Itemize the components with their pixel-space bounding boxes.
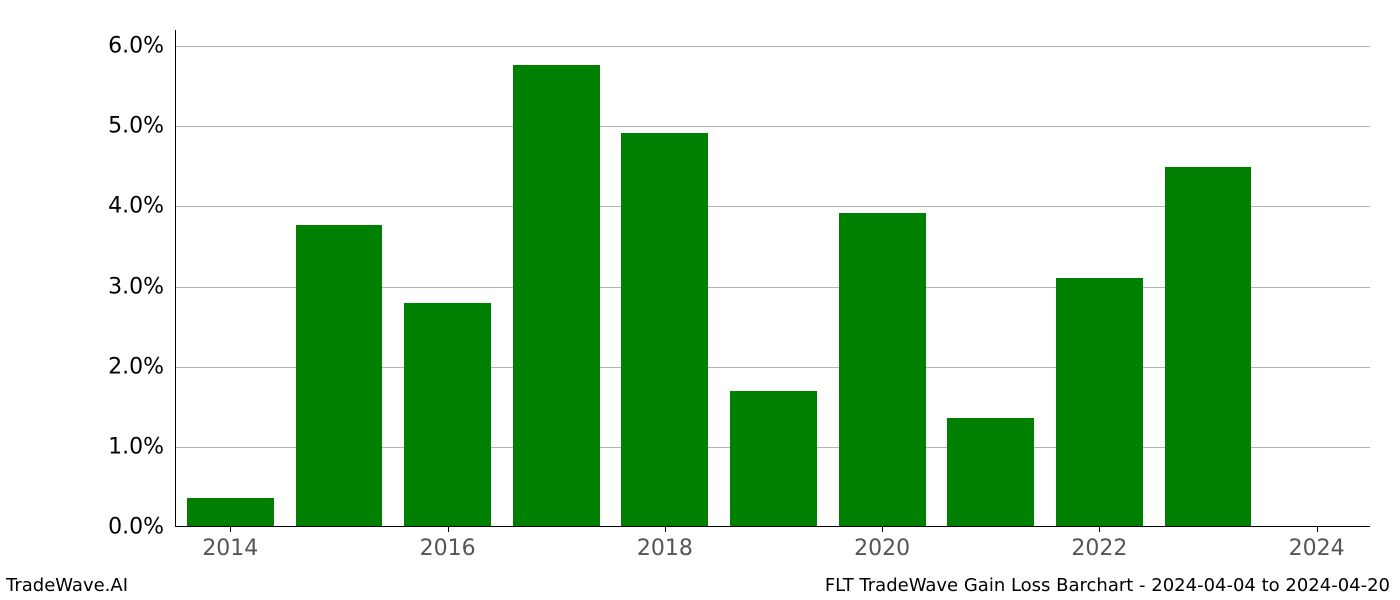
x-axis-tick-label: 2024 [1289,526,1345,561]
y-axis-tick-label: 1.0% [108,434,176,459]
bar [621,133,708,526]
y-axis-tick-label: 6.0% [108,34,176,59]
bar [839,213,926,526]
bar [730,391,817,526]
y-axis-tick-label: 0.0% [108,515,176,540]
plot-area: 0.0%1.0%2.0%3.0%4.0%5.0%6.0%201420162018… [175,30,1370,527]
bar [404,303,491,526]
chart-container: 0.0% 1.0% 2.0% 3.0% 4.0% 5.0% 6.0% 2014 2016 2018… [0,0,1400,600]
footer-right-text: FLT TradeWave Gain Loss Barchart - 2024-… [825,575,1390,596]
x-axis-tick-label: 2014 [202,526,258,561]
bar [187,498,274,526]
gridline [176,46,1370,47]
bar [947,418,1034,526]
y-axis-tick-label: 2.0% [108,354,176,379]
y-axis-tick-label: 5.0% [108,114,176,139]
x-axis-tick-label: 2022 [1071,526,1127,561]
gridline [176,126,1370,127]
footer-left-text: TradeWave.AI [6,575,128,596]
bar [1165,167,1252,526]
x-axis-tick-label: 2020 [854,526,910,561]
y-axis-tick-label: 3.0% [108,274,176,299]
x-axis-tick-label: 2018 [637,526,693,561]
x-axis-tick-label: 2016 [420,526,476,561]
bar [513,65,600,526]
bar [1056,278,1143,526]
bar [296,225,383,526]
y-axis-tick-label: 4.0% [108,194,176,219]
